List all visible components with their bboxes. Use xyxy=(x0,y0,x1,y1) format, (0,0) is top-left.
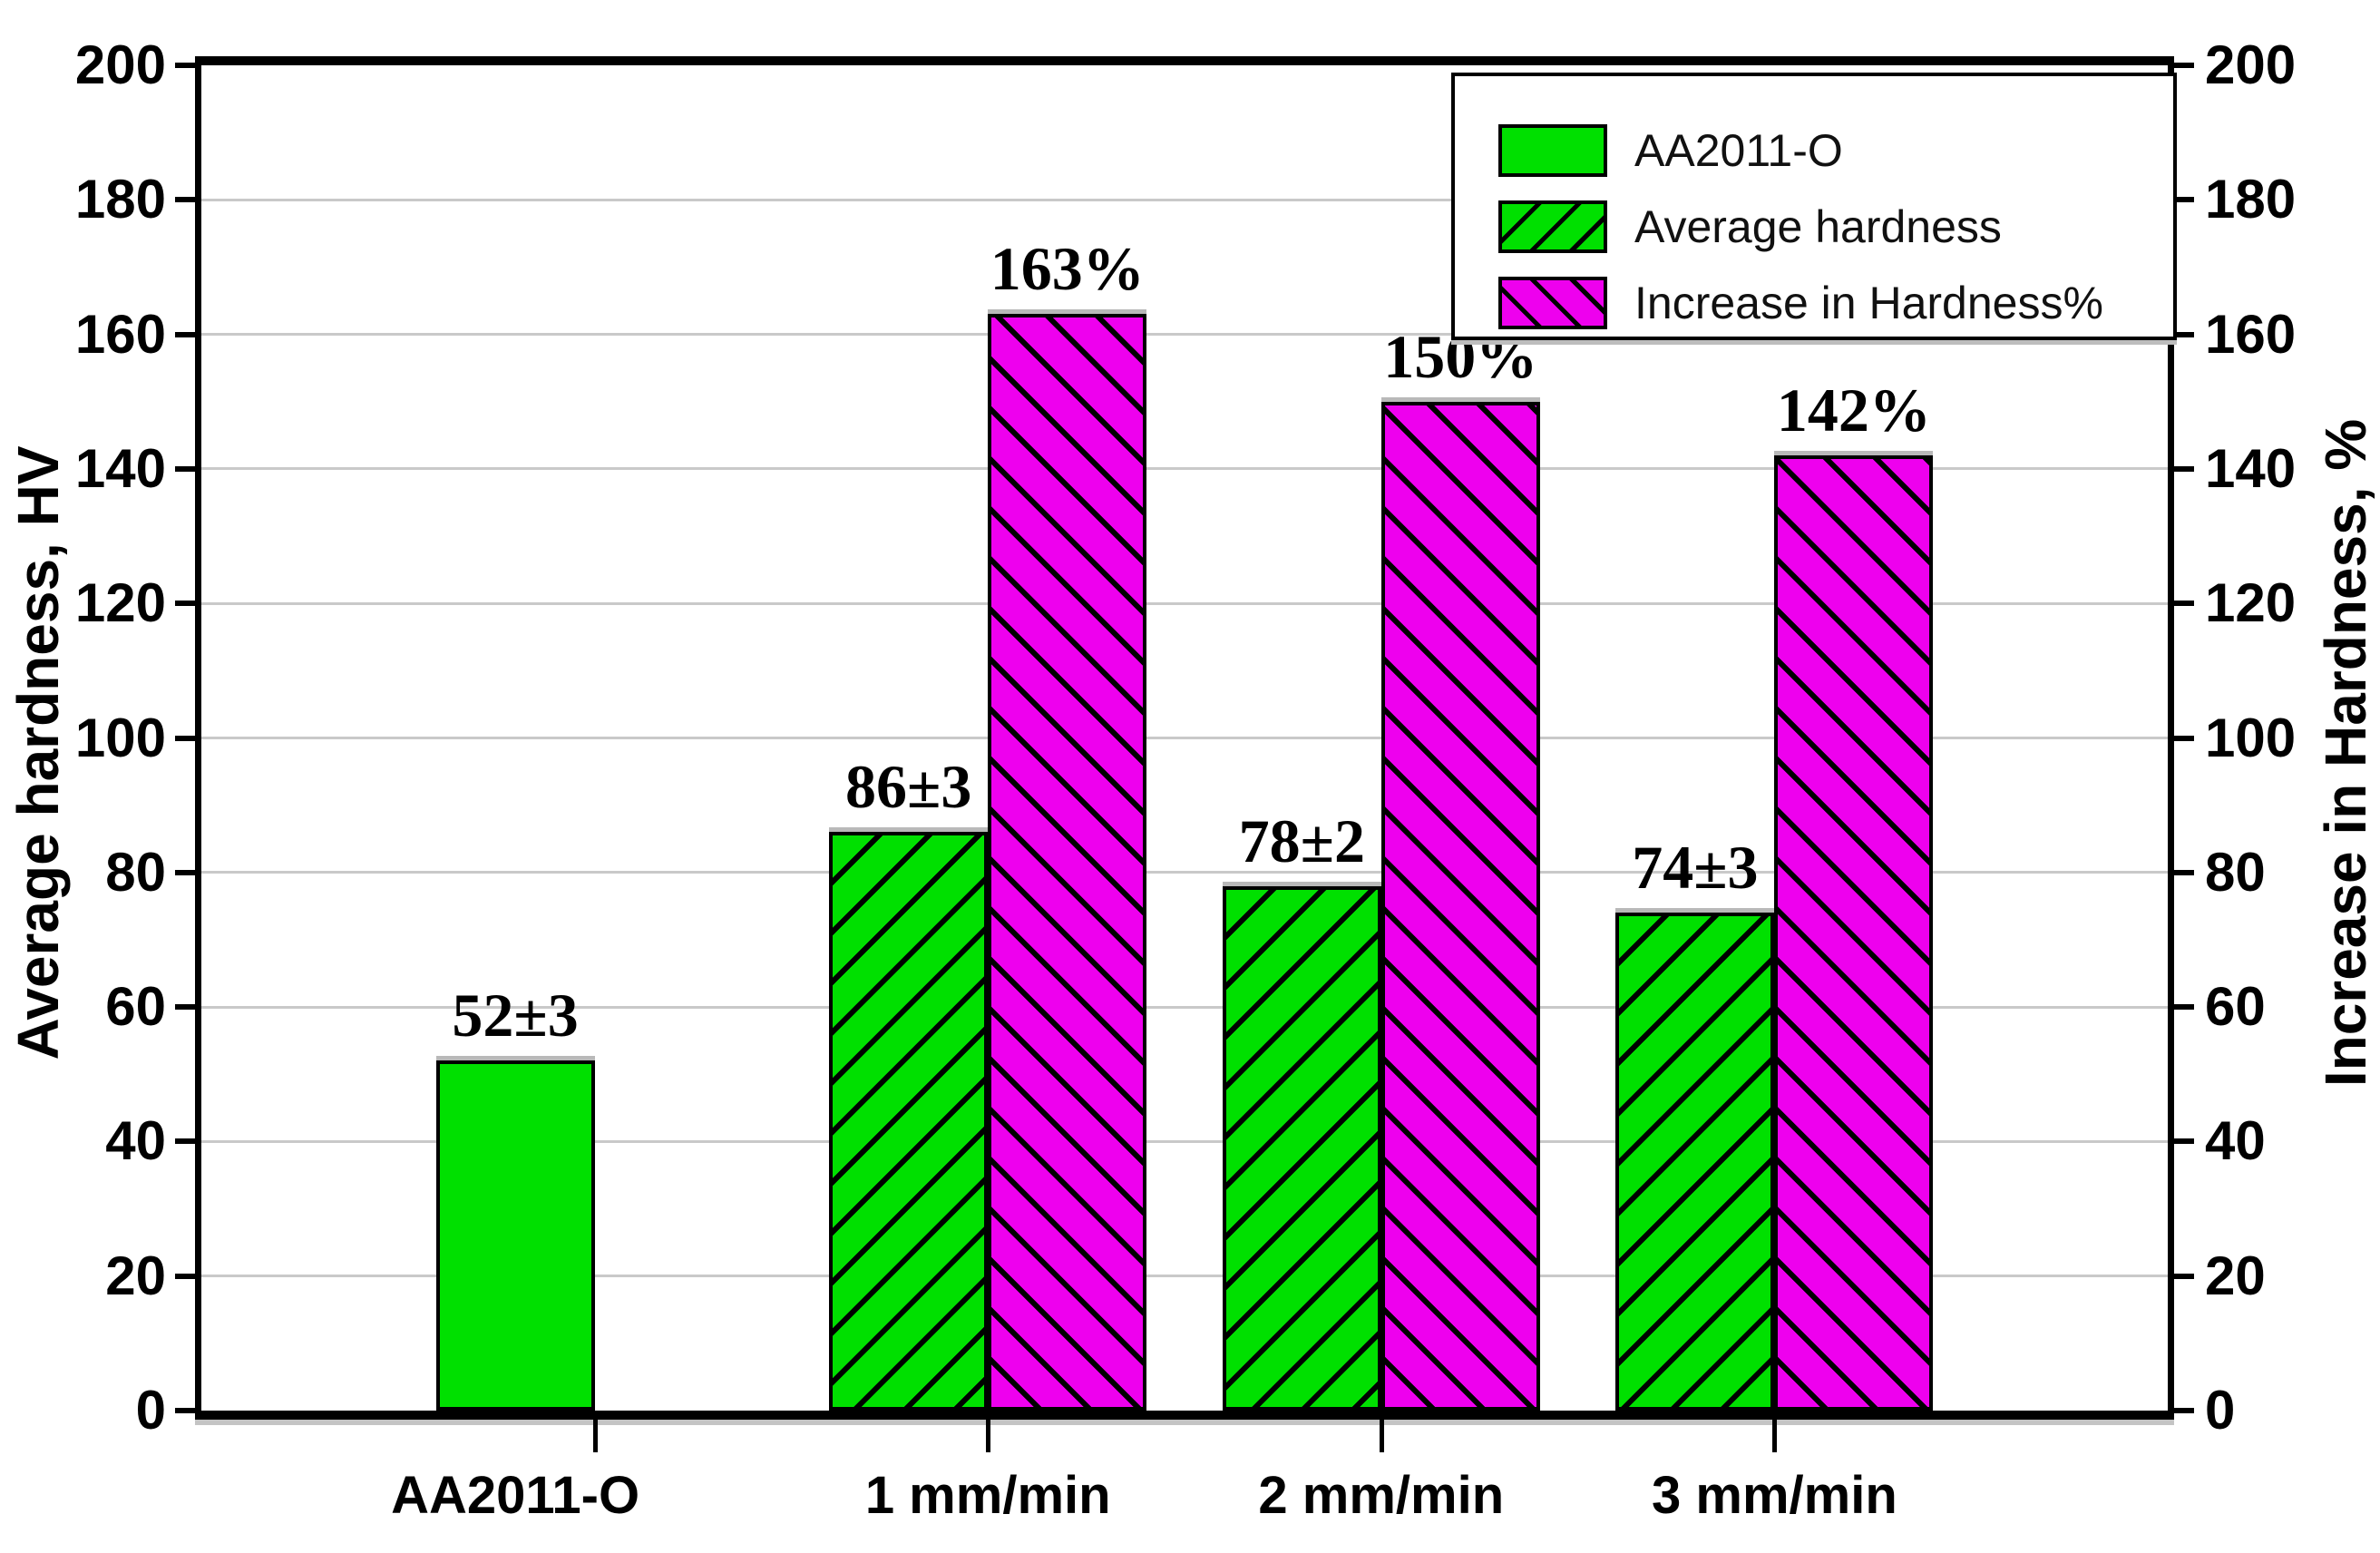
left-axis-tick xyxy=(175,331,195,337)
left-axis-tick xyxy=(175,601,195,607)
bar-increase-1-mm-min xyxy=(988,314,1147,1411)
bar-hardness-2-mm-min xyxy=(1222,885,1381,1411)
bar-value-label: 74±3 xyxy=(1632,833,1759,903)
left-axis-tick xyxy=(175,1138,195,1145)
bar-value-label: 52±3 xyxy=(452,981,579,1050)
right-tick-label: 140 xyxy=(2205,437,2297,499)
left-axis-tick xyxy=(175,869,195,875)
green-solid-swatch-icon xyxy=(1498,124,1607,177)
bar-increase-3-mm-min xyxy=(1774,455,1934,1411)
right-axis-tick xyxy=(2174,601,2194,607)
bar-increase-2-mm-min xyxy=(1380,401,1540,1411)
x-category-label: 3 mm/min xyxy=(1652,1466,1897,1525)
right-axis-tick xyxy=(2174,869,2194,875)
right-tick-label: 200 xyxy=(2205,34,2297,95)
left-tick-label: 100 xyxy=(74,707,166,768)
left-tick-label: 0 xyxy=(135,1380,166,1441)
left-tick-label: 200 xyxy=(74,34,166,95)
x-axis-tick xyxy=(1772,1420,1778,1452)
right-axis-tick xyxy=(2174,1408,2194,1413)
right-axis-tick xyxy=(2174,63,2194,68)
bar-value-label: 163% xyxy=(990,234,1145,304)
right-axis-tick xyxy=(2174,1004,2194,1011)
legend-item-label: Increase in Hardness% xyxy=(1634,278,2103,328)
legend: AA2011-O Average hardness Increase in Hard… xyxy=(1451,73,2177,340)
legend-item: Increase in Hardness% xyxy=(1498,265,2173,341)
left-tick-label: 140 xyxy=(74,437,166,499)
right-tick-label: 180 xyxy=(2205,169,2297,230)
x-axis-tick xyxy=(1379,1420,1384,1452)
left-tick-label: 40 xyxy=(105,1110,166,1172)
bar-hardness-1-mm-min xyxy=(829,832,989,1411)
bar-value-label: 142% xyxy=(1776,376,1931,445)
right-axis-tick xyxy=(2174,735,2194,741)
right-tick-label: 80 xyxy=(2205,841,2266,903)
bar-hardness-aa2011-o xyxy=(435,1060,595,1411)
left-axis-tick xyxy=(175,465,195,472)
gridline xyxy=(201,1275,2168,1278)
left-axis-tick xyxy=(175,197,195,203)
gridline xyxy=(201,333,2168,337)
left-axis-tick xyxy=(175,1273,195,1279)
right-tick-label: 40 xyxy=(2205,1110,2266,1172)
x-category-label: 1 mm/min xyxy=(864,1466,1111,1525)
right-tick-label: 160 xyxy=(2205,303,2297,365)
left-tick-label: 120 xyxy=(74,572,166,634)
legend-item-label: Average hardness xyxy=(1634,201,2002,252)
x-axis-tick xyxy=(986,1420,991,1452)
legend-item: AA2011-O xyxy=(1498,112,2173,189)
right-axis-tick xyxy=(2174,331,2194,337)
green-hatch-swatch-icon xyxy=(1498,200,1607,253)
right-tick-label: 120 xyxy=(2205,572,2297,634)
right-axis-tick xyxy=(2174,1138,2194,1145)
left-axis-tick xyxy=(175,1004,195,1011)
magenta-hatch-swatch-icon xyxy=(1498,277,1607,329)
x-axis-tick xyxy=(592,1420,598,1452)
gridline xyxy=(201,198,2168,201)
left-tick-label: 160 xyxy=(74,303,166,365)
left-tick-label: 20 xyxy=(105,1245,166,1306)
left-tick-label: 60 xyxy=(105,976,166,1038)
right-tick-label: 0 xyxy=(2205,1380,2236,1441)
legend-item-label: AA2011-O xyxy=(1634,125,1843,176)
gridline xyxy=(201,601,2168,605)
bar-hardness-3-mm-min xyxy=(1615,913,1775,1411)
bar-value-label: 78±2 xyxy=(1238,806,1365,875)
right-tick-label: 20 xyxy=(2205,1245,2266,1306)
gridline xyxy=(201,737,2168,739)
right-axis-tick xyxy=(2174,197,2194,203)
gridline xyxy=(201,871,2168,874)
left-axis-tick xyxy=(175,63,195,68)
left-axis-tick xyxy=(175,1408,195,1413)
left-tick-label: 80 xyxy=(105,841,166,903)
x-category-label: 2 mm/min xyxy=(1258,1466,1505,1525)
right-tick-label: 60 xyxy=(2205,976,2266,1038)
gridline xyxy=(201,467,2168,471)
right-axis-tick xyxy=(2174,465,2194,472)
x-category-label: AA2011-O xyxy=(391,1466,640,1525)
legend-item: Average hardness xyxy=(1498,189,2173,265)
bar-value-label: 86±3 xyxy=(845,752,972,822)
gridline xyxy=(201,1139,2168,1143)
right-tick-label: 100 xyxy=(2205,707,2297,768)
left-axis-tick xyxy=(175,735,195,741)
right-axis-tick xyxy=(2174,1273,2194,1279)
left-tick-label: 180 xyxy=(74,169,166,230)
gridline xyxy=(201,1005,2168,1009)
